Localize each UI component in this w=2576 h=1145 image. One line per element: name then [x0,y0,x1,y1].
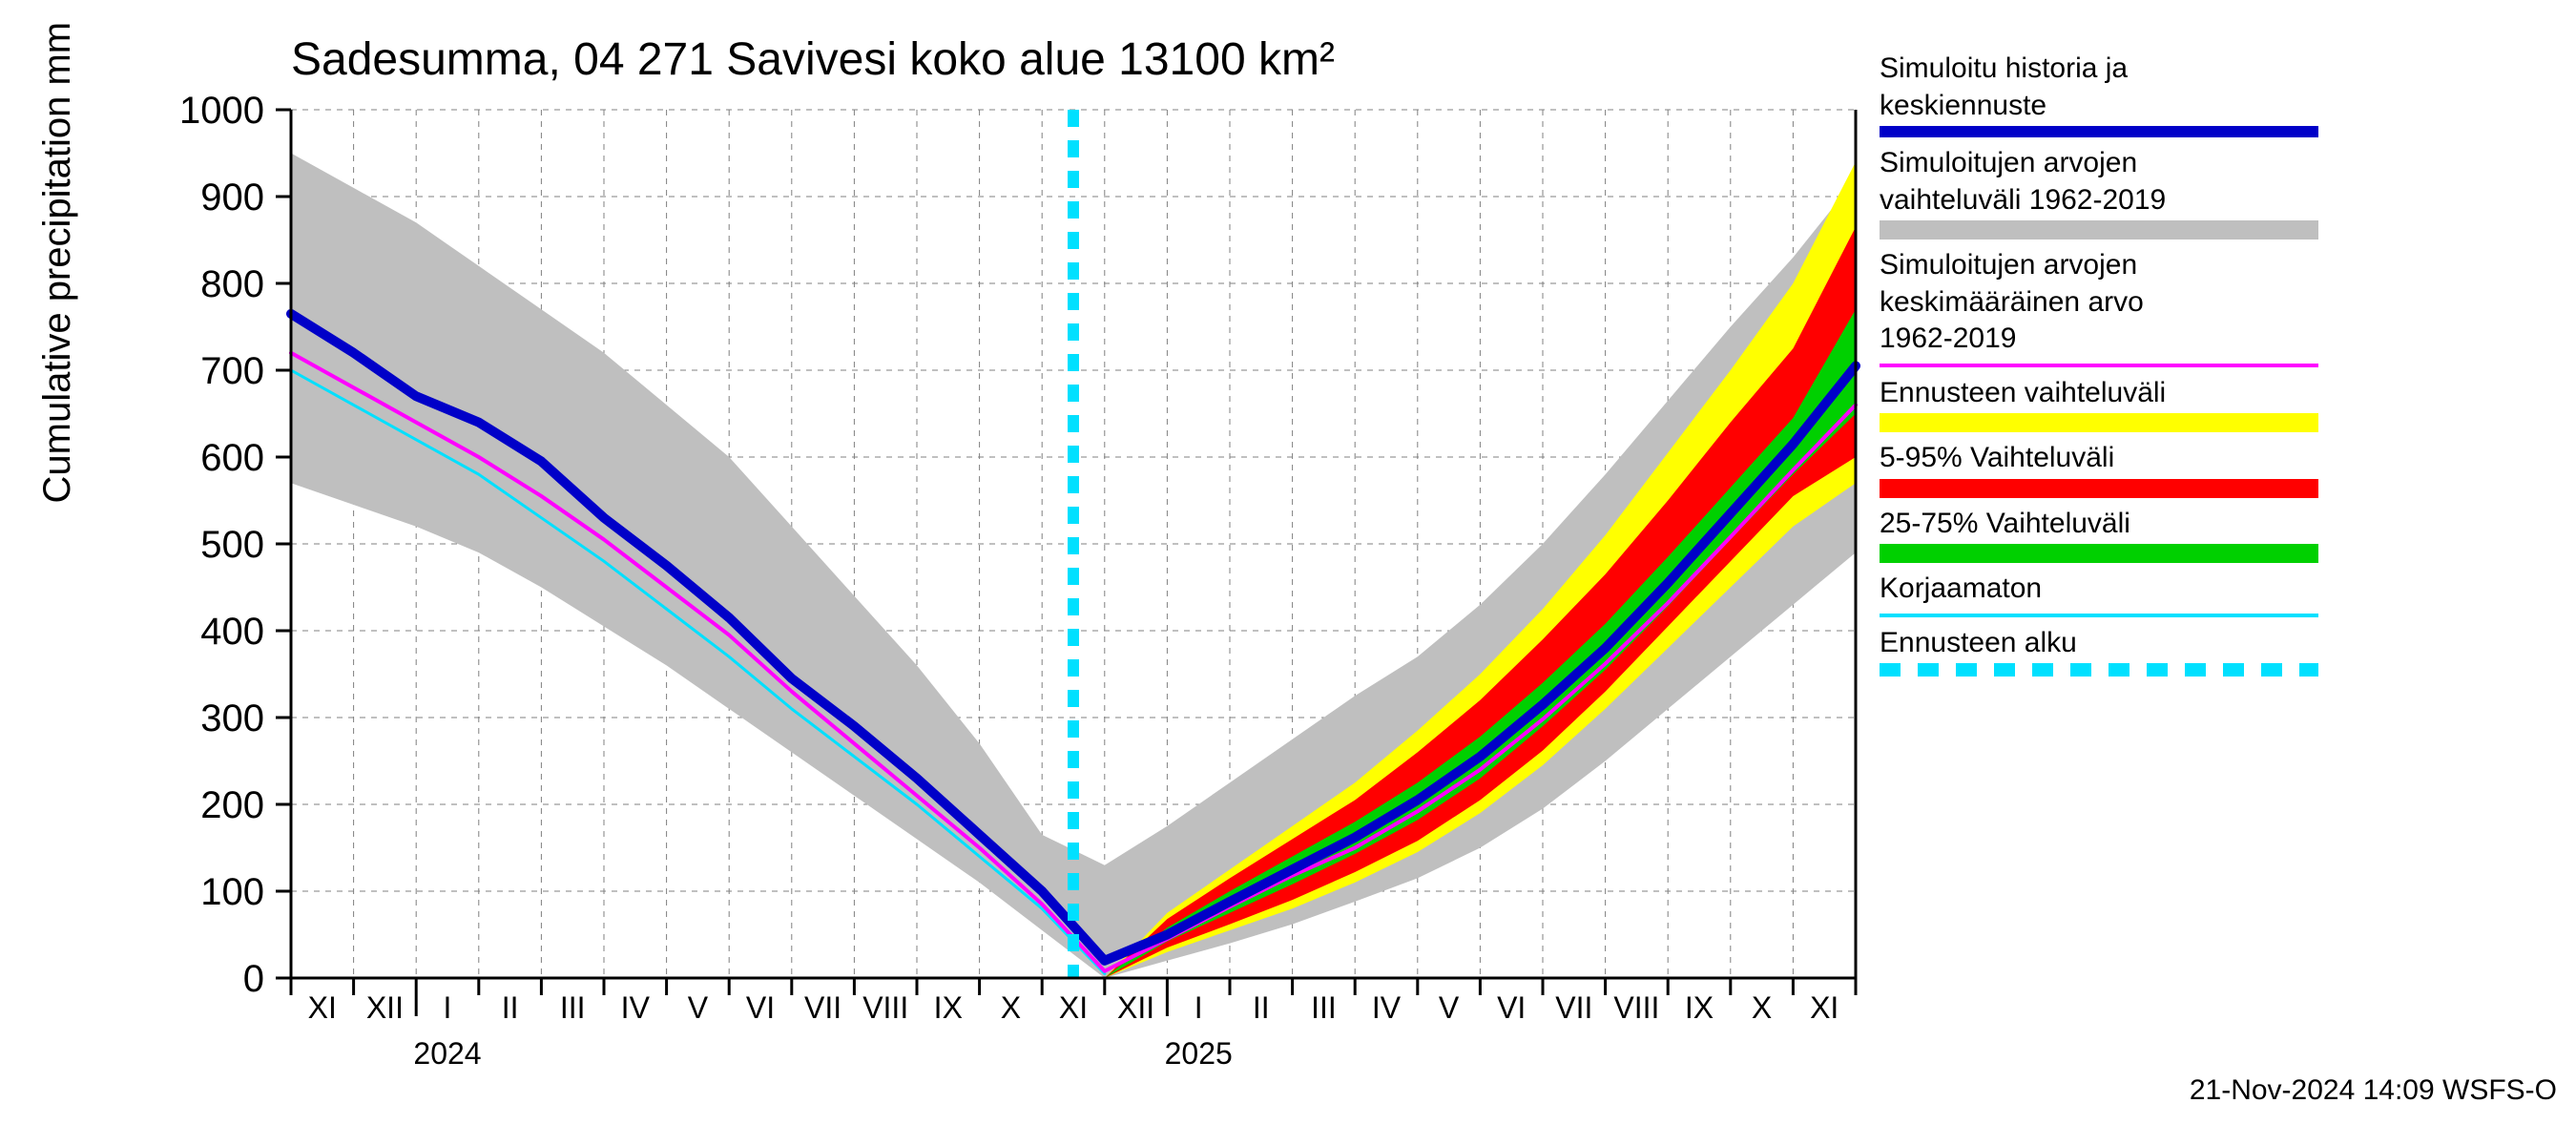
legend-item: Simuloitu historia ja keskiennuste [1880,52,2337,137]
legend-swatch [1880,413,2318,432]
svg-text:VIII: VIII [862,990,908,1025]
svg-text:900: 900 [200,177,264,219]
legend-item: 25-75% Vaihteluväli [1880,508,2337,564]
svg-text:III: III [1311,990,1337,1025]
svg-text:IV: IV [621,990,651,1025]
legend-swatch [1880,364,2318,367]
legend-swatch [1880,544,2318,563]
legend-text: Simuloitujen arvojen [1880,249,2337,282]
legend-text: 5-95% Vaihteluväli [1880,442,2337,475]
legend-swatch [1880,479,2318,498]
legend-text: 1962-2019 [1880,323,2337,356]
svg-text:0: 0 [243,958,264,1000]
chart-title: Sadesumma, 04 271 Savivesi koko alue 131… [291,33,1335,86]
y-axis-label: Cumulative precipitation mm [36,22,79,504]
legend-text: keskiennuste [1880,90,2337,123]
svg-text:II: II [1253,990,1270,1025]
chart-container: Sadesumma, 04 271 Savivesi koko alue 131… [0,0,2576,1145]
svg-text:XII: XII [366,990,404,1025]
svg-text:600: 600 [200,437,264,479]
legend-item: Ennusteen vaihteluväli [1880,377,2337,433]
svg-text:XI: XI [308,990,337,1025]
svg-text:IX: IX [1685,990,1714,1025]
svg-text:VII: VII [1555,990,1592,1025]
legend-item: Korjaamaton [1880,572,2337,617]
svg-text:XI: XI [1059,990,1088,1025]
svg-text:I: I [444,990,452,1025]
legend-swatch [1880,126,2318,137]
svg-text:VI: VI [1497,990,1526,1025]
svg-text:2025: 2025 [1165,1036,1233,1071]
legend: Simuloitu historia jakeskiennusteSimuloi… [1880,52,2337,686]
svg-text:VI: VI [746,990,775,1025]
legend-text: Simuloitujen arvojen [1880,147,2337,180]
svg-text:X: X [1001,990,1021,1025]
legend-text: vaihteluväli 1962-2019 [1880,184,2337,218]
svg-text:IX: IX [934,990,963,1025]
legend-swatch [1880,663,2318,677]
svg-text:III: III [560,990,586,1025]
legend-swatch [1880,614,2318,617]
svg-text:XII: XII [1117,990,1154,1025]
svg-text:500: 500 [200,524,264,566]
legend-text: Ennusteen alku [1880,627,2337,660]
svg-text:1000: 1000 [179,90,264,132]
svg-text:I: I [1195,990,1203,1025]
legend-item: Ennusteen alku [1880,627,2337,677]
svg-text:700: 700 [200,350,264,392]
legend-item: Simuloitujen arvojenkeskimääräinen arvo … [1880,249,2337,367]
svg-text:400: 400 [200,611,264,653]
svg-text:300: 300 [200,697,264,739]
svg-text:II: II [502,990,519,1025]
svg-text:100: 100 [200,871,264,913]
legend-text: Ennusteen vaihteluväli [1880,377,2337,410]
legend-item: Simuloitujen arvojen vaihteluväli 1962-20… [1880,147,2337,239]
svg-text:V: V [688,990,709,1025]
svg-text:IV: IV [1372,990,1402,1025]
svg-text:VIII: VIII [1613,990,1659,1025]
legend-item: 5-95% Vaihteluväli [1880,442,2337,498]
legend-swatch [1880,220,2318,239]
legend-text: 25-75% Vaihteluväli [1880,508,2337,541]
footer-timestamp: 21-Nov-2024 14:09 WSFS-O [2190,1074,2557,1107]
svg-text:VII: VII [804,990,841,1025]
svg-text:X: X [1752,990,1772,1025]
svg-text:2024: 2024 [413,1036,481,1071]
svg-text:V: V [1439,990,1460,1025]
legend-text: keskimääräinen arvo [1880,286,2337,320]
svg-text:XI: XI [1810,990,1839,1025]
legend-text: Simuloitu historia ja [1880,52,2337,86]
svg-text:200: 200 [200,784,264,826]
svg-text:800: 800 [200,263,264,305]
legend-text: Korjaamaton [1880,572,2337,606]
